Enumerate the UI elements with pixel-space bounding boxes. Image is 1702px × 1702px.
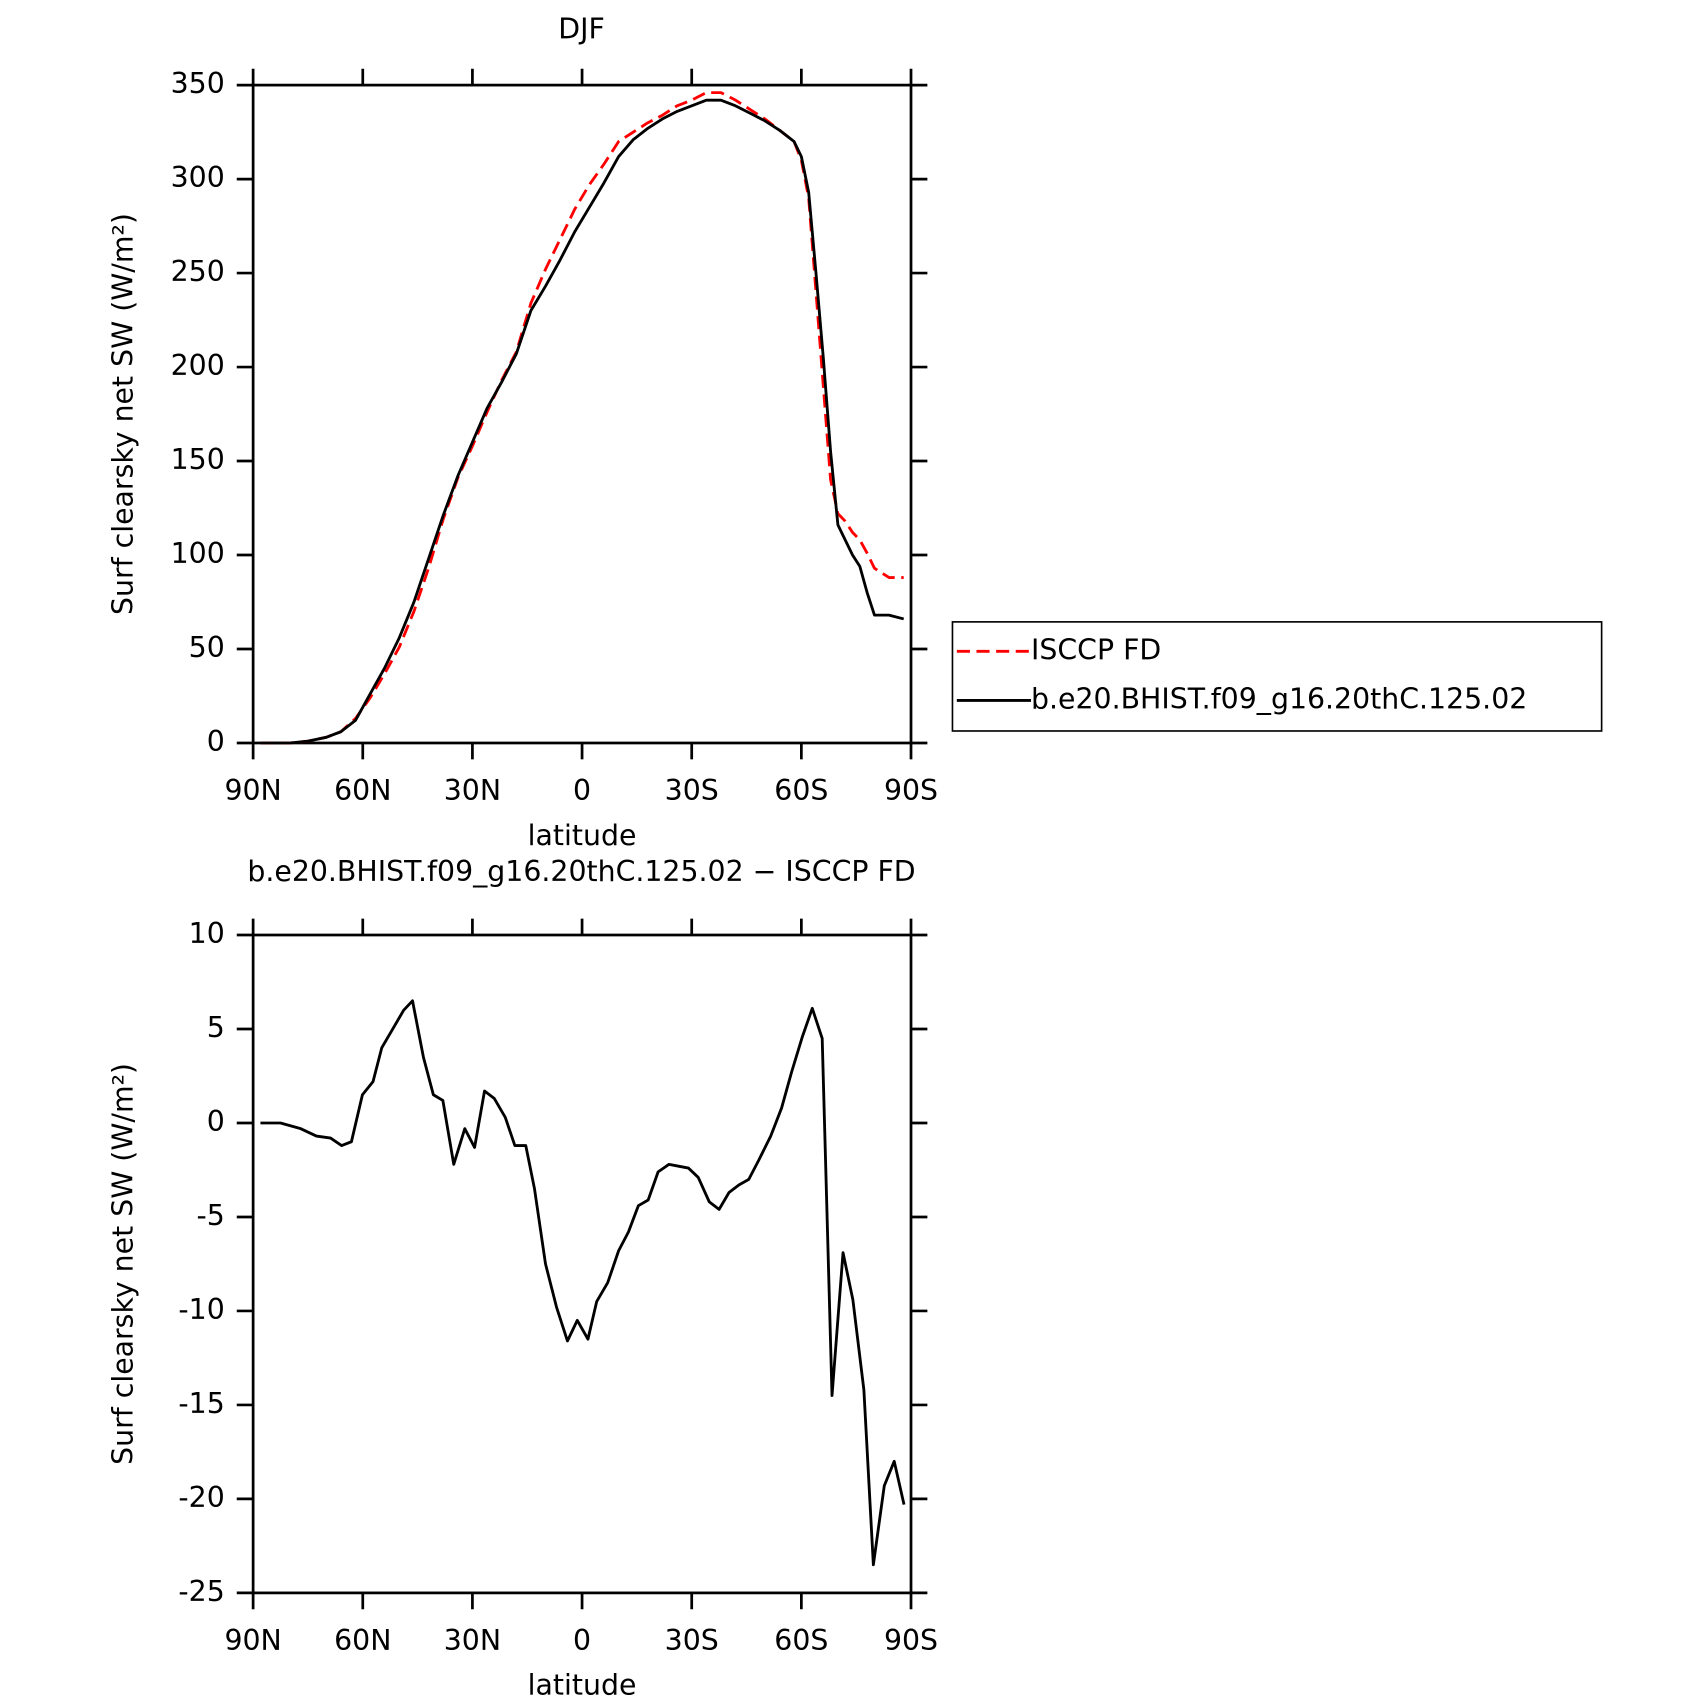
y-tick-label: 350 — [171, 67, 225, 100]
chart-title: b.e20.BHIST.f09_g16.20thC.125.02 − ISCCP… — [247, 855, 915, 888]
y-tick-label: 250 — [171, 255, 225, 288]
y-tick-label: 10 — [189, 917, 225, 950]
y-tick-label: -20 — [178, 1481, 224, 1514]
x-tick-label: 90S — [884, 774, 938, 807]
legend-label: ISCCP FD — [1031, 633, 1161, 666]
x-tick-label: 0 — [573, 1624, 591, 1657]
data-line — [260, 98, 905, 745]
y-tick-label: -5 — [196, 1199, 224, 1232]
y-tick-label: 100 — [171, 537, 225, 570]
y-tick-label: -10 — [178, 1293, 224, 1326]
legend: ISCCP FD b.e20.BHIST.f09_g16.20thC.125.02 — [951, 621, 1603, 732]
y-tick-label: 200 — [171, 349, 225, 382]
data-line — [260, 999, 906, 1567]
chart-title: DJF — [558, 13, 605, 46]
plot-frame — [251, 933, 913, 1595]
y-axis-label: Surf clearsky net SW (W/m²) — [106, 1063, 139, 1465]
y-tick-label: -15 — [178, 1387, 224, 1420]
x-tick-label: 90N — [224, 774, 281, 807]
y-tick-label: 0 — [207, 1105, 225, 1138]
x-axis-label: latitude — [528, 819, 637, 852]
y-tick-label: 0 — [207, 725, 225, 758]
y-tick-label: 5 — [207, 1011, 225, 1044]
x-tick-label: 0 — [573, 774, 591, 807]
y-tick-label: -25 — [178, 1575, 224, 1608]
x-tick-label: 30S — [665, 774, 719, 807]
y-axis-label: Surf clearsky net SW (W/m²) — [106, 213, 139, 615]
plot-frame — [251, 83, 913, 745]
y-tick-label: 300 — [171, 161, 225, 194]
x-tick-label: 90N — [224, 1624, 281, 1657]
x-tick-label: 60S — [774, 1624, 828, 1657]
x-axis-label: latitude — [528, 1669, 637, 1702]
x-tick-label: 60S — [774, 774, 828, 807]
legend-label: b.e20.BHIST.f09_g16.20thC.125.02 — [1031, 682, 1527, 715]
x-tick-label: 30N — [444, 1624, 501, 1657]
x-tick-label: 90S — [884, 1624, 938, 1657]
y-tick-label: 50 — [189, 631, 225, 664]
data-line — [260, 91, 904, 745]
x-tick-label: 60N — [334, 1624, 391, 1657]
x-tick-label: 60N — [334, 774, 391, 807]
y-tick-label: 150 — [171, 443, 225, 476]
x-tick-label: 30S — [665, 1624, 719, 1657]
legend-box — [951, 621, 1603, 732]
x-tick-label: 30N — [444, 774, 501, 807]
